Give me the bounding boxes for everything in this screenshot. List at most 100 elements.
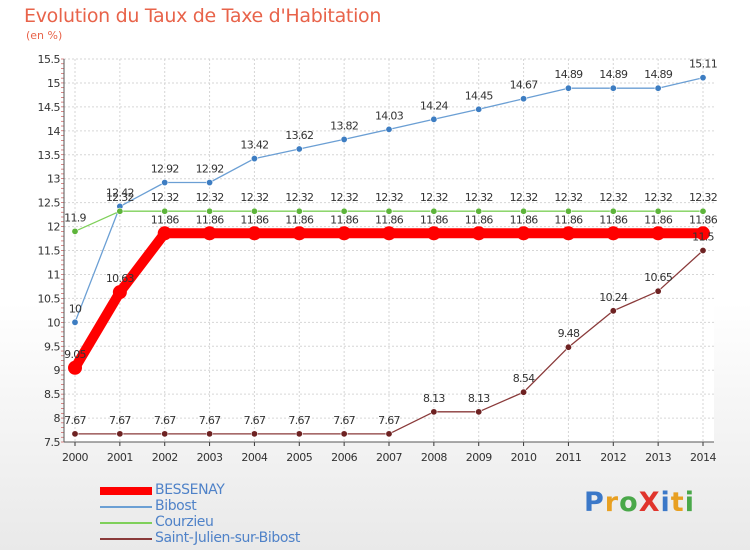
data-point-courzieu: [609, 207, 617, 215]
data-label-saint-julien-sur-bibost: 10.65: [644, 271, 673, 284]
data-label-saint-julien-sur-bibost: 7.67: [64, 414, 86, 427]
data-label-courzieu: 12.32: [240, 191, 268, 204]
data-label-bessenay: 11.86: [554, 213, 583, 226]
x-tick-label: 2006: [331, 451, 357, 464]
data-point-courzieu: [475, 207, 483, 215]
data-label-bessenay: 11.86: [599, 213, 628, 226]
x-tick-label: 2002: [152, 451, 178, 464]
data-point-bessenay: [426, 226, 441, 241]
data-label-bibost: 14.89: [554, 68, 583, 81]
legend-label-saint-julien: Saint-Julien-sur-Bibost: [155, 530, 300, 546]
x-tick-label: 2011: [555, 451, 581, 464]
data-point-bibost: [475, 105, 483, 113]
data-label-bessenay: 11.86: [375, 213, 404, 226]
data-point-bibost: [385, 125, 393, 133]
x-tick-label: 2001: [107, 451, 133, 464]
data-point-bessenay: [157, 226, 172, 241]
data-label-bessenay: 11.86: [420, 213, 449, 226]
y-tick-label: 14.5: [38, 101, 61, 114]
data-label-bibost: 13.42: [240, 139, 268, 152]
data-point-courzieu: [654, 207, 662, 215]
data-label-bibost: 12.92: [196, 163, 224, 176]
data-point-bibost: [654, 84, 662, 92]
data-point-saint-julien-sur-bibost: [340, 430, 348, 438]
data-label-saint-julien-sur-bibost: 7.67: [333, 414, 355, 427]
y-tick-label: 12: [47, 221, 60, 234]
y-tick-label: 9.5: [44, 340, 60, 353]
data-point-bibost: [295, 145, 303, 153]
y-tick-label: 11.5: [38, 245, 61, 258]
data-label-saint-julien-sur-bibost: 7.67: [154, 414, 176, 427]
data-point-bessenay: [516, 226, 531, 241]
x-tick-label: 2010: [511, 451, 537, 464]
legend-swatch-courzieu: [100, 522, 152, 524]
unit-label: (en %): [26, 29, 63, 42]
data-point-saint-julien-sur-bibost: [116, 430, 124, 438]
y-tick-label: 15: [47, 77, 60, 90]
logo-letter: r: [604, 487, 620, 518]
data-point-bibost: [340, 135, 348, 143]
x-tick-label: 2004: [241, 451, 267, 464]
data-point-courzieu: [385, 207, 393, 215]
x-tick-label: 2007: [376, 451, 402, 464]
legend-label-courzieu: Courzieu: [155, 514, 214, 530]
data-label-courzieu: 12.32: [196, 191, 224, 204]
data-point-bibost: [161, 179, 169, 187]
x-tick-label: 2014: [690, 451, 716, 464]
data-label-bibost: 13.82: [330, 119, 358, 132]
data-point-courzieu: [250, 207, 258, 215]
data-point-bessenay: [292, 226, 307, 241]
data-label-saint-julien-sur-bibost: 8.13: [468, 392, 490, 405]
data-point-bessenay: [202, 226, 217, 241]
data-label-courzieu: 12.32: [465, 191, 493, 204]
data-point-bessenay: [337, 226, 352, 241]
data-label-courzieu: 12.32: [644, 191, 672, 204]
data-label-courzieu: 12.32: [375, 191, 403, 204]
data-point-courzieu: [564, 207, 572, 215]
y-tick-label: 14: [47, 125, 60, 138]
data-label-saint-julien-sur-bibost: 9.48: [558, 327, 580, 340]
chart-title: Evolution du Taux de Taxe d'Habitation: [24, 5, 382, 27]
data-point-bibost: [609, 84, 617, 92]
legend-label-bessenay: BESSENAY: [155, 482, 225, 498]
data-label-saint-julien-sur-bibost: 8.54: [513, 372, 535, 385]
y-tick-label: 13.5: [38, 149, 61, 162]
y-tick-label: 12.5: [38, 197, 61, 210]
x-tick-label: 2009: [466, 451, 492, 464]
data-label-bessenay: 11.86: [689, 213, 718, 226]
data-label-bibost: 12.92: [151, 163, 179, 176]
data-point-bessenay: [382, 226, 396, 241]
data-label-bibost: 14.67: [510, 79, 539, 92]
data-point-saint-julien-sur-bibost: [250, 430, 258, 438]
data-point-saint-julien-sur-bibost: [161, 430, 169, 438]
data-label-courzieu: 12.32: [151, 191, 179, 204]
data-label-saint-julien-sur-bibost: 10.24: [599, 291, 628, 304]
data-label-saint-julien-sur-bibost: 8.13: [423, 392, 445, 405]
data-point-saint-julien-sur-bibost: [564, 343, 572, 351]
data-point-bibost: [699, 74, 707, 82]
data-point-bibost: [520, 95, 528, 103]
data-point-saint-julien-sur-bibost: [609, 307, 617, 315]
data-point-saint-julien-sur-bibost: [654, 287, 662, 295]
data-point-saint-julien-sur-bibost: [520, 388, 528, 396]
data-label-bibost: 12.42: [106, 186, 134, 199]
x-tick-label: 2013: [645, 451, 671, 464]
data-point-bibost: [71, 318, 79, 326]
logo-letter: P: [584, 487, 605, 518]
logo-letter: i: [660, 487, 671, 518]
data-point-courzieu: [430, 207, 438, 215]
data-label-bessenay: 11.86: [510, 213, 539, 226]
data-label-bessenay: 11.86: [644, 213, 673, 226]
data-point-saint-julien-sur-bibost: [699, 247, 707, 255]
proxiti-logo: ProXiti: [584, 487, 695, 518]
legend-label-bibost: Bibost: [155, 498, 197, 514]
data-point-courzieu: [295, 207, 303, 215]
data-point-courzieu: [699, 207, 707, 215]
data-label-bessenay: 11.86: [151, 213, 180, 226]
data-point-bessenay: [112, 285, 127, 300]
data-point-bibost: [564, 84, 572, 92]
x-tick-label: 2003: [197, 451, 223, 464]
data-label-courzieu: 12.32: [554, 191, 582, 204]
data-point-courzieu: [340, 207, 348, 215]
data-label-saint-julien-sur-bibost: 7.67: [378, 414, 400, 427]
